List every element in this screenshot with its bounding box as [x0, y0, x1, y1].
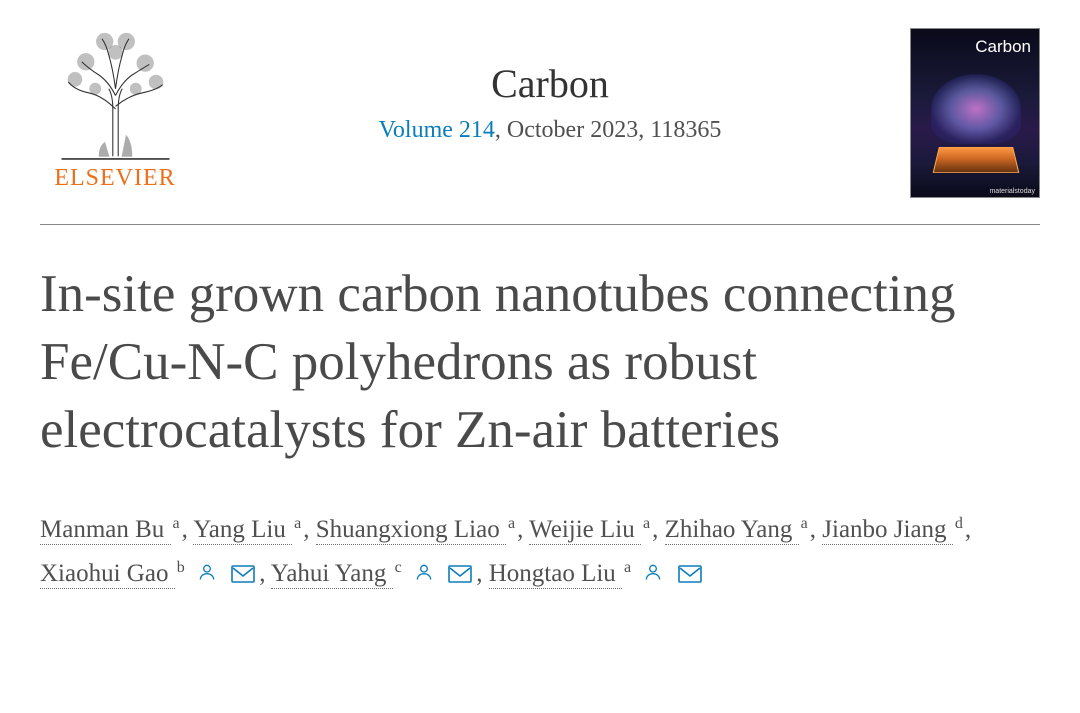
article-header: ELSEVIER Carbon Volume 214, October 2023…: [40, 28, 1040, 225]
author-link[interactable]: Yang Liu: [193, 516, 292, 545]
affiliation-marker: c: [395, 559, 402, 576]
author-link[interactable]: Zhihao Yang: [665, 516, 799, 545]
author-link[interactable]: Manman Bu: [40, 516, 171, 545]
cover-title: Carbon: [975, 37, 1031, 57]
author-separator: ,: [476, 560, 489, 587]
affiliation-marker: a: [624, 559, 631, 576]
publisher-name: ELSEVIER: [54, 165, 175, 192]
mail-icon[interactable]: [448, 565, 472, 583]
author-link[interactable]: Xiaohui Gao: [40, 560, 175, 589]
affiliation-marker: a: [508, 515, 515, 532]
affiliation-marker: a: [294, 515, 301, 532]
author-link[interactable]: Jianbo Jiang: [822, 516, 953, 545]
author-separator: ,: [810, 516, 823, 543]
person-icon[interactable]: [643, 561, 663, 583]
publisher-logo-block: ELSEVIER: [40, 28, 190, 192]
issue-text: , October 2023, 118365: [495, 117, 721, 143]
author-separator: ,: [303, 516, 316, 543]
author-separator: ,: [652, 516, 665, 543]
author-link[interactable]: Yahui Yang: [271, 560, 393, 589]
mail-icon[interactable]: [678, 565, 702, 583]
affiliation-marker: a: [643, 515, 650, 532]
author-separator: ,: [517, 516, 529, 543]
journal-name[interactable]: Carbon: [190, 60, 910, 107]
person-icon[interactable]: [197, 561, 217, 583]
journal-cover[interactable]: Carbon materialstoday: [910, 28, 1040, 198]
affiliation-marker: a: [173, 515, 180, 532]
affiliation-marker: d: [955, 515, 963, 532]
volume-link[interactable]: Volume 214: [379, 117, 495, 143]
mail-icon[interactable]: [231, 565, 255, 583]
journal-info: Carbon Volume 214, October 2023, 118365: [190, 28, 910, 144]
author-separator: ,: [965, 516, 971, 543]
author-separator: ,: [182, 516, 194, 543]
author-link[interactable]: Hongtao Liu: [489, 560, 622, 589]
cover-chip-icon: [933, 147, 1020, 173]
cover-art-icon: [931, 74, 1021, 144]
author-separator: ,: [259, 560, 271, 587]
cover-footer: materialstoday: [989, 188, 1035, 195]
article-title: In-site grown carbon nanotubes connectin…: [40, 261, 1040, 464]
author-link[interactable]: Shuangxiong Liao: [316, 516, 506, 545]
author-list: Manman Bu a, Yang Liu a, Shuangxiong Lia…: [40, 508, 1040, 596]
affiliation-marker: b: [177, 559, 185, 576]
elsevier-tree-icon: [48, 28, 183, 163]
affiliation-marker: a: [801, 515, 808, 532]
person-icon[interactable]: [414, 561, 434, 583]
author-link[interactable]: Weijie Liu: [529, 516, 641, 545]
journal-meta: Volume 214, October 2023, 118365: [190, 117, 910, 144]
